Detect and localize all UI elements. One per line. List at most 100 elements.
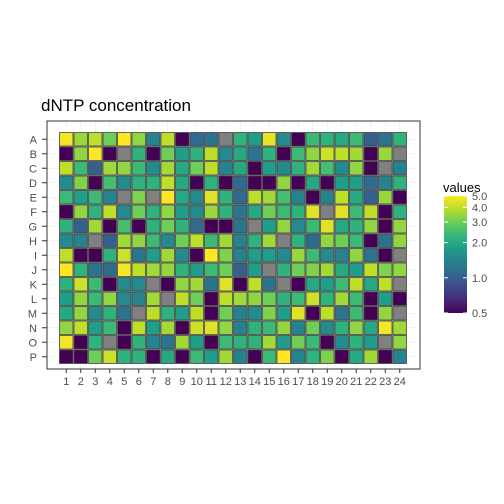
x-tick-label: 18 [307,376,319,388]
heatmap-cell-D8 [160,175,175,190]
heatmap-cell-P8 [160,349,175,364]
heatmap-cell-A9 [175,132,190,147]
heatmap-cell-O13 [233,335,248,350]
y-tick-label: L [31,294,37,306]
heatmap-cell-H13 [233,233,248,248]
heatmap-cell-G21 [349,219,364,234]
heatmap-cell-B15 [262,146,277,161]
heatmap-cell-K18 [305,277,320,292]
heatmap-cell-A3 [88,132,103,147]
heatmap-cell-N3 [88,320,103,335]
heatmap-cell-J19 [320,262,335,277]
heatmap-cell-B21 [349,146,364,161]
y-tick-label: E [30,192,37,204]
heatmap-cell-C17 [291,161,306,176]
heatmap-cell-B8 [160,146,175,161]
heatmap-cell-I13 [233,248,248,263]
heatmap-cell-H1 [59,233,74,248]
x-tick-label: 10 [191,376,203,388]
heatmap-cell-L20 [334,291,349,306]
heatmap-cell-I17 [291,248,306,263]
heatmap-cell-D18 [305,175,320,190]
heatmap-cell-N17 [291,320,306,335]
x-tick-label: 8 [165,376,171,388]
heatmap-cell-G15 [262,219,277,234]
heatmap-cell-L18 [305,291,320,306]
heatmap-cell-J3 [88,262,103,277]
heatmap-cell-D23 [378,175,393,190]
heatmap-cell-O9 [175,335,190,350]
legend-colorbar [444,196,467,313]
heatmap-cell-C14 [247,161,262,176]
heatmap-cell-B9 [175,146,190,161]
heatmap-cell-L19 [320,291,335,306]
heatmap-cell-K17 [291,277,306,292]
heatmap-cell-B2 [73,146,88,161]
heatmap-cell-I1 [59,248,74,263]
heatmap-cell-O7 [146,335,161,350]
heatmap-cell-H21 [349,233,364,248]
heatmap-cell-J6 [131,262,146,277]
heatmap-cell-F14 [247,204,262,219]
heatmap-cell-O2 [73,335,88,350]
heatmap-cell-A5 [117,132,132,147]
legend-tick-label: 1.0 [472,273,487,285]
legend-tick-label: 5.0 [472,191,487,203]
heatmap-cell-A23 [378,132,393,147]
heatmap-cell-I8 [160,248,175,263]
heatmap-cell-E9 [175,190,190,205]
heatmap-cell-O18 [305,335,320,350]
heatmap-cell-L4 [102,291,117,306]
heatmap-cell-K13 [233,277,248,292]
heatmap-cell-N22 [363,320,378,335]
heatmap-cell-J13 [233,262,248,277]
heatmap-cell-F7 [146,204,161,219]
heatmap-cell-B19 [320,146,335,161]
heatmap-cell-A6 [131,132,146,147]
legend-tick-label: 3.0 [472,217,487,229]
heatmap-cell-N20 [334,320,349,335]
heatmap-cell-K5 [117,277,132,292]
heatmap-cell-N19 [320,320,335,335]
heatmap-cell-O6 [131,335,146,350]
y-tick-label: A [30,134,38,146]
heatmap-cell-M1 [59,306,74,321]
heatmap-cell-C12 [218,161,233,176]
heatmap-cell-H23 [378,233,393,248]
heatmap-cell-L2 [73,291,88,306]
heatmap-cell-N7 [146,320,161,335]
y-tick-label: G [28,221,37,233]
heatmap-cell-C1 [59,161,74,176]
heatmap-cell-M2 [73,306,88,321]
heatmap-cell-J1 [59,262,74,277]
heatmap-cell-N12 [218,320,233,335]
heatmap-cell-L17 [291,291,306,306]
heatmap-cell-O10 [189,335,204,350]
heatmap-cell-D20 [334,175,349,190]
heatmap-cell-H22 [363,233,378,248]
heatmap-cell-D17 [291,175,306,190]
heatmap-cell-O12 [218,335,233,350]
heatmap-cell-M17 [291,306,306,321]
heatmap-cell-C8 [160,161,175,176]
y-tick-label: P [30,352,37,364]
heatmap-cell-P4 [102,349,117,364]
heatmap-cell-F4 [102,204,117,219]
heatmap-cell-E13 [233,190,248,205]
heatmap-cell-F2 [73,204,88,219]
legend-ticks: 5.04.0 3.0 2.0 1.0 0.5 [444,191,487,320]
heatmap-cell-J20 [334,262,349,277]
heatmap-cell-E24 [392,190,407,205]
heatmap-cell-A21 [349,132,364,147]
heatmap-cell-J12 [218,262,233,277]
heatmap-cell-K11 [204,277,219,292]
heatmap-cell-E6 [131,190,146,205]
heatmap-cell-L8 [160,291,175,306]
heatmap-cell-N9 [175,320,190,335]
x-tick-label: 3 [92,376,98,388]
y-tick-label: M [28,308,37,320]
heatmap-cell-I23 [378,248,393,263]
heatmap-cell-D13 [233,175,248,190]
heatmap-cell-I19 [320,248,335,263]
heatmap-cell-N15 [262,320,277,335]
